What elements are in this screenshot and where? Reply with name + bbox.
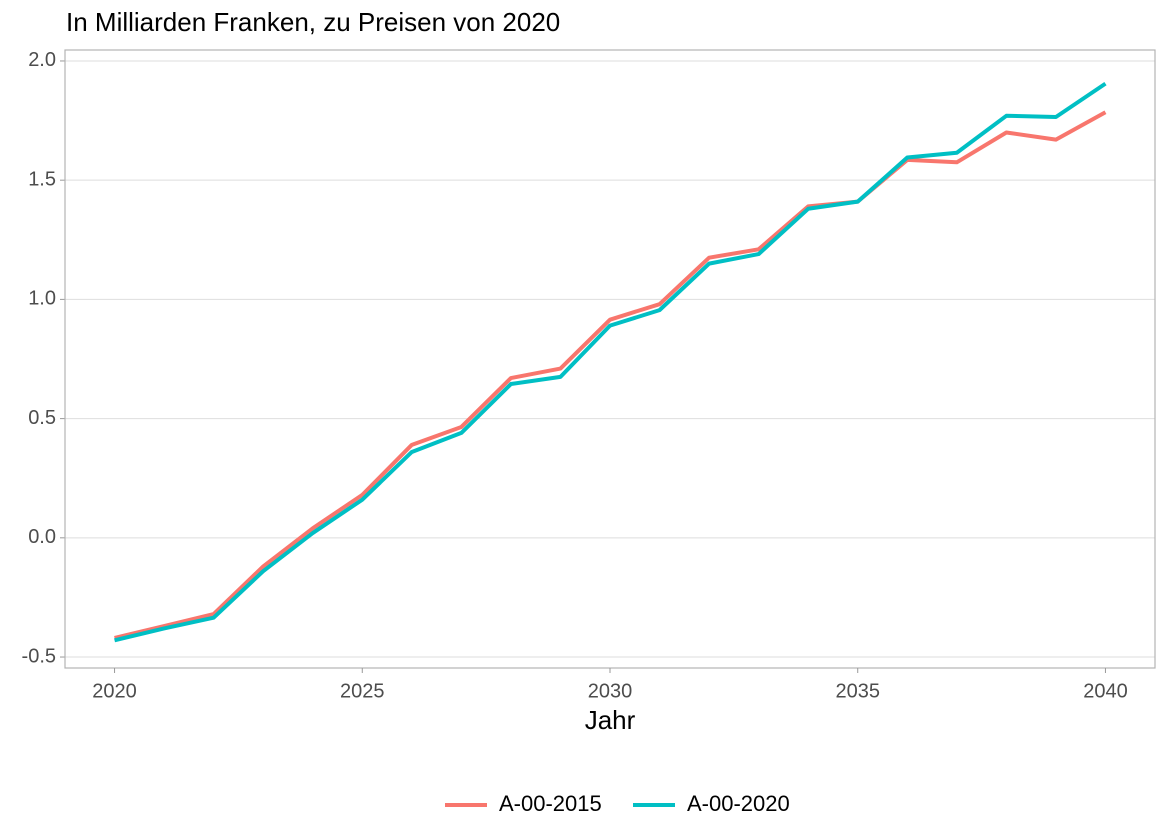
y-tick-label: -0.5 [22, 645, 56, 667]
y-tick-label: 1.0 [28, 288, 56, 310]
y-tick-label: 0.0 [28, 526, 56, 548]
legend-label: A-00-2020 [687, 791, 790, 816]
x-tick-label: 2040 [1083, 680, 1128, 702]
y-tick-label: 2.0 [28, 49, 56, 71]
series-line [114, 110, 1107, 640]
x-axis-label: Jahr [585, 705, 636, 735]
x-tick-label: 2030 [588, 680, 633, 702]
y-tick-label: 1.5 [28, 168, 56, 190]
x-tick-label: 2035 [835, 680, 880, 702]
x-tick-label: 2025 [340, 680, 385, 702]
x-tick-label: 2020 [92, 680, 137, 702]
series-line [114, 81, 1107, 643]
legend-label: A-00-2015 [499, 791, 602, 816]
y-tick-label: 0.5 [28, 407, 56, 429]
chart-title: In Milliarden Franken, zu Preisen von 20… [66, 7, 560, 37]
